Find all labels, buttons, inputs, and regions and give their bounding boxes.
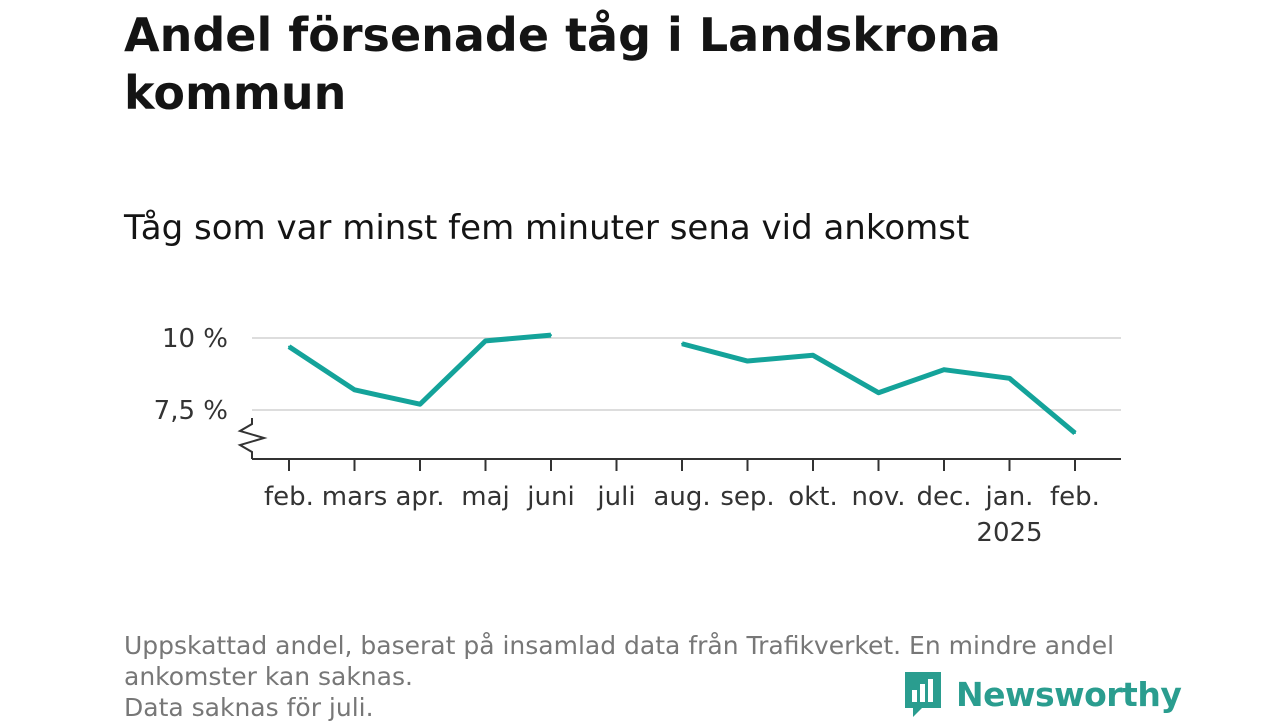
x-tick-label: dec. [916,482,971,512]
chart-title: Andel försenade tåg i Landskrona kommun [124,8,1001,120]
data-point [812,354,814,357]
grid-lines [252,337,1121,411]
x-tick-label: aug. [653,482,710,512]
data-point [943,368,945,371]
line-chart: 7,5 % 10 % feb. mars apr. maj juni juli aug. sep… [154,324,1121,548]
data-point [353,388,356,391]
newsworthy-logo: Newsworthy [902,668,1182,720]
series-line [287,332,1077,435]
x-tick-label: nov. [851,482,905,512]
data-point [550,334,552,337]
x-tick-label: juni [526,482,574,512]
x-tick-label: apr. [395,482,444,512]
footer-note-line: ankomster kan saknas. [124,662,413,691]
data-point [1074,432,1076,435]
series-line-segment [681,341,1077,435]
y-axis-ticks: 7,5 % 10 % [154,324,228,426]
x-tick-label: mars [322,482,388,512]
footer-note-line: Uppskattad andel, baserat på insamlad da… [124,631,1115,660]
bar-chart-bubble-icon [905,672,941,717]
axis-break-icon [237,418,268,459]
data-point [681,342,683,345]
footer-note: Uppskattad andel, baserat på insamlad da… [124,630,1164,723]
series-line-segment [287,332,552,407]
x-tick-label: sep. [720,482,774,512]
x-tick-label: jan. [985,482,1034,512]
data-point [1008,377,1011,380]
data-point [419,403,421,406]
y-tick-label: 7,5 % [154,396,228,426]
x-year-label: 2025 [976,518,1042,548]
footer-note-line: Data saknas för juli. [124,693,374,722]
data-point [746,360,749,363]
y-tick-label: 10 % [162,324,228,354]
x-tick-label: okt. [788,482,837,512]
x-tick-label: feb. [264,482,314,512]
brand-name: Newsworthy [956,674,1182,714]
x-axis [237,418,1121,471]
x-tick-label: juli [596,482,635,512]
x-tick-label: maj [461,482,509,512]
x-axis-labels: feb. mars apr. maj juni juli aug. sep. okt. nov. d… [264,482,1100,548]
data-point [288,345,290,348]
x-tick-label: feb. [1050,482,1100,512]
data-point [484,339,487,342]
chart-subtitle: Tåg som var minst fem minuter sena vid a… [124,208,970,248]
data-point [877,391,880,394]
